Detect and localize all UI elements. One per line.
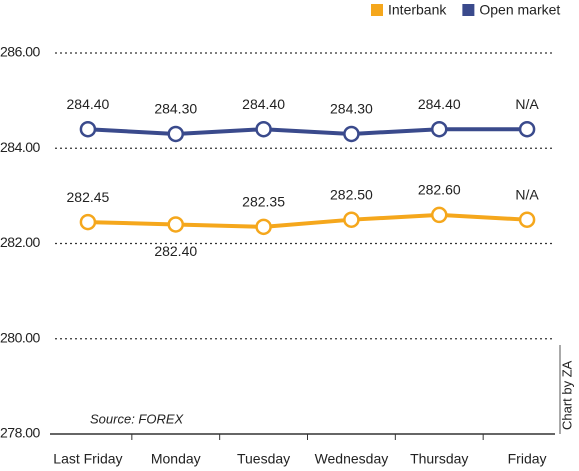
data-label: 282.35	[242, 194, 285, 210]
data-label: 284.30	[330, 101, 373, 117]
data-label: 284.40	[67, 96, 110, 112]
data-point	[255, 120, 272, 138]
data-point	[79, 213, 97, 231]
legend-label: Open market	[479, 2, 560, 18]
data-label: 282.50	[330, 186, 373, 202]
series-line	[87, 212, 528, 229]
data-label: 282.45	[67, 189, 110, 205]
series-line	[87, 127, 528, 136]
data-label: 282.40	[154, 243, 197, 259]
x-tick-label: Tuesday	[237, 451, 290, 467]
x-tick-label: Monday	[151, 451, 201, 467]
data-point	[343, 211, 360, 228]
data-point	[518, 211, 536, 228]
x-tick-label: Last Friday	[53, 451, 122, 467]
data-point	[431, 206, 448, 224]
legend-swatch	[371, 4, 383, 16]
source-note: Source: FOREX	[90, 411, 185, 426]
data-label: N/A	[515, 96, 539, 112]
x-tick-label: Friday	[508, 451, 547, 467]
data-point	[431, 120, 448, 138]
data-label: 284.40	[418, 96, 461, 112]
x-tick-label: Thursday	[410, 451, 468, 467]
data-point	[167, 216, 184, 233]
y-tick-label: 280.00	[0, 329, 41, 345]
y-tick-label: 286.00	[0, 44, 41, 60]
data-label: 284.40	[242, 96, 285, 112]
y-tick-label: 282.00	[0, 234, 41, 250]
data-point	[255, 218, 272, 236]
credit-note: Chart by ZA	[559, 360, 574, 430]
legend-swatch	[462, 4, 475, 16]
legend-label: Interbank	[388, 2, 447, 18]
data-label: N/A	[515, 186, 539, 202]
data-point	[343, 125, 360, 143]
data-point	[167, 125, 184, 143]
data-point	[79, 120, 97, 138]
x-tick-label: Wednesday	[315, 451, 389, 467]
y-tick-label: 278.00	[0, 425, 41, 441]
y-tick-label: 284.00	[0, 139, 41, 155]
data-point	[518, 120, 536, 138]
data-label: 282.60	[418, 182, 461, 198]
data-label: 284.30	[154, 101, 197, 117]
